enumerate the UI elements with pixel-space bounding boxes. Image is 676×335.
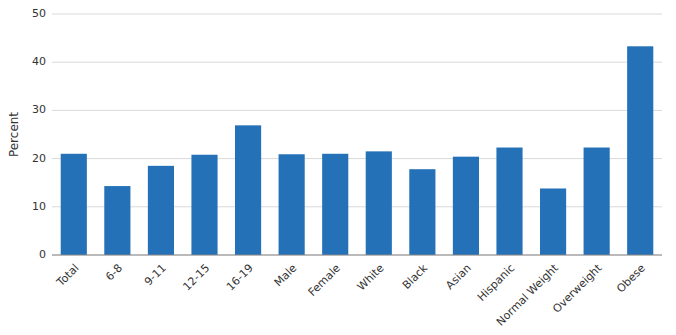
bar <box>279 154 305 255</box>
bar <box>584 148 610 255</box>
bar <box>148 166 174 255</box>
bars <box>61 46 654 255</box>
x-tick-label: Female <box>306 261 343 298</box>
chart-svg: 0 10 20 30 40 50 Total 6-8 9-11 12-15 16-19 MaleFem… <box>0 0 676 335</box>
y-tick-label: 20 <box>32 152 46 165</box>
grid-line <box>52 14 662 15</box>
grid <box>52 14 662 255</box>
y-tick-label: 30 <box>32 103 46 116</box>
x-tick-label: Male <box>272 261 300 289</box>
x-tick-label: Obese <box>614 261 648 295</box>
bar <box>235 125 261 255</box>
y-tick-label: 40 <box>32 55 46 68</box>
bar <box>540 188 566 255</box>
x-tick-label: Normal Weight <box>494 261 561 328</box>
x-tick-label: Black <box>400 261 431 292</box>
bar <box>61 154 87 255</box>
y-tick-label: 50 <box>32 7 46 20</box>
chart-container: 0 10 20 30 40 50 Total 6-8 9-11 12-15 16-19 MaleFem… <box>0 0 676 335</box>
y-tick-label: 0 <box>39 248 46 261</box>
x-tick-label: Overweight <box>550 261 605 316</box>
bar <box>627 46 653 255</box>
bar <box>409 169 435 255</box>
bar <box>191 155 217 255</box>
x-tick-label: Total <box>53 262 81 290</box>
x-tick-label: 9-11 <box>142 262 169 289</box>
y-axis-label: Percent <box>7 112 21 157</box>
x-tick-label: 16-19 <box>224 262 256 294</box>
grid-line <box>52 206 662 207</box>
bar <box>453 157 479 255</box>
x-tick-label: Hispanic <box>475 262 517 304</box>
x-axis-line <box>52 255 662 256</box>
bar <box>322 154 348 255</box>
grid-line <box>52 255 662 256</box>
y-tick-label: 10 <box>32 200 46 213</box>
bar <box>496 148 522 255</box>
x-tick-label: Asian <box>443 262 473 292</box>
x-tick-label: White <box>355 261 387 293</box>
grid-line <box>52 62 662 63</box>
grid-line <box>52 158 662 159</box>
x-tick-label: 12-15 <box>180 262 212 294</box>
grid-line <box>52 110 662 111</box>
bar <box>366 151 392 255</box>
x-tick-label: 6-8 <box>103 262 125 284</box>
bar <box>104 186 130 255</box>
